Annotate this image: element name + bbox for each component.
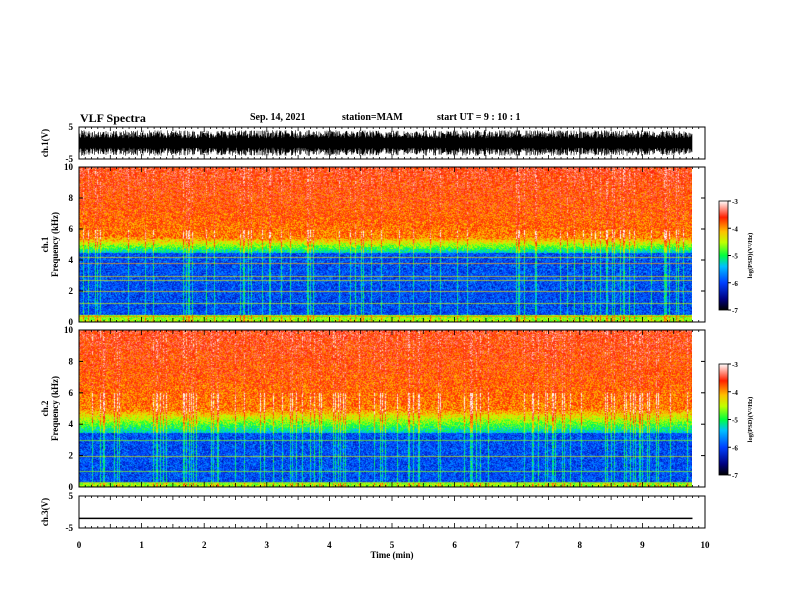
x-tick-label: 5: [390, 540, 395, 550]
ch1-colorbar-label: log(PSD)(V²/Hz): [747, 233, 754, 279]
station-label: station=MAM: [342, 112, 403, 123]
ch1-waveform-tick-label: -5: [66, 154, 74, 164]
x-tick-label: 8: [578, 540, 583, 550]
ch1-spectrogram-tick-label: 2: [69, 286, 74, 296]
ch1-colorbar-tick-label: -5: [732, 253, 738, 261]
ch1-spectrogram-tick-label: 8: [69, 193, 74, 203]
ch2-spectrogram-tick-label: 2: [69, 451, 74, 461]
ch2-spectrogram-tick-label: 0: [69, 482, 74, 492]
ch3-ylabel: ch.3(V): [40, 498, 50, 526]
ch1-frequency-ylabel: Frequency (kHz): [50, 212, 60, 277]
ch2-colorbar-tick-label: -4: [732, 389, 738, 397]
ch2-colorbar-tick-label: -6: [732, 444, 738, 452]
ch1-colorbar-tick-label: -4: [732, 225, 738, 233]
ch2-colorbar-tick-label: -3: [732, 361, 738, 369]
x-axis-label: Time (min): [370, 550, 413, 560]
ch1-spectrogram-tick-label: 6: [69, 224, 74, 234]
x-tick-label: 4: [327, 540, 332, 550]
ch2-colorbar: [718, 363, 729, 476]
x-tick-label: 10: [701, 540, 711, 550]
ch1-ylabel: ch.1(V): [40, 129, 50, 157]
ch2-spectrogram-tick-label: 4: [69, 419, 74, 429]
ch2-spectrogram-image: [79, 330, 692, 487]
date-label: Sep. 14, 2021: [250, 112, 306, 123]
ch1-waveform-tick-label: 5: [69, 122, 74, 132]
figure-title: VLF Spectra: [80, 111, 146, 125]
x-tick-label: 1: [139, 540, 144, 550]
ch3-waveform-tick-label: 5: [69, 491, 74, 501]
ch2-spectrogram-tick-label: 8: [69, 356, 74, 366]
ch1-frequency-ylabel: ch.1: [40, 236, 50, 252]
ch1-colorbar-tick-label: -7: [732, 307, 738, 315]
ch3-waveform-tick-label: -5: [66, 523, 74, 533]
x-tick-label: 3: [265, 540, 270, 550]
ch1-spectrogram-tick-label: 10: [64, 162, 74, 172]
x-tick-label: 9: [640, 540, 645, 550]
ch1-colorbar-tick-label: -3: [732, 198, 738, 206]
ch2-colorbar-label: log(PSD)(V²/Hz): [747, 397, 754, 443]
ch2-frequency-ylabel: ch.2: [40, 400, 50, 416]
ch2-colorbar-tick-label: -7: [732, 472, 738, 480]
ch2-spectrogram-tick-label: 6: [69, 388, 74, 398]
ch1-waveform-line: [78, 130, 693, 156]
ch1-colorbar-tick-label: -6: [732, 280, 738, 288]
x-tick-label: 6: [452, 540, 457, 550]
start-time-label: start UT = 9 : 10 : 1: [437, 112, 521, 123]
ch2-spectrogram-tick-label: 10: [64, 325, 74, 335]
ch1-colorbar: [718, 200, 729, 311]
ch2-frequency-ylabel: Frequency (kHz): [50, 376, 60, 441]
x-tick-label: 7: [515, 540, 520, 550]
ch1-spectrogram-tick-label: 4: [69, 255, 74, 265]
ch1-spectrogram-tick-label: 0: [69, 317, 74, 327]
x-tick-label: 0: [77, 540, 82, 550]
x-tick-label: 2: [202, 540, 207, 550]
ch1-spectrogram-image: [79, 167, 692, 322]
ch2-colorbar-tick-label: -5: [732, 417, 738, 425]
